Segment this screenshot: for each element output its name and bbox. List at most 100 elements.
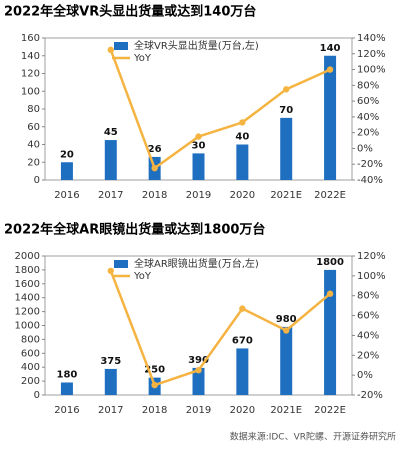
y2-tick-label: 140% (357, 33, 386, 44)
y-tick-label: 0 (34, 175, 40, 186)
bar (280, 117, 293, 180)
x-tick-label: 2018 (142, 405, 167, 416)
y2-tick-label: 120% (357, 251, 386, 262)
y-tick-label: 1400 (15, 293, 40, 304)
legend-label: YoY (133, 53, 152, 64)
x-tick-label: 2022E (314, 190, 346, 201)
value-label: 30 (192, 140, 206, 151)
value-label: 1800 (316, 257, 344, 268)
y2-tick-label: 20% (357, 128, 379, 139)
y2-tick-label: 80% (357, 80, 379, 91)
yoy-line (109, 270, 331, 387)
bar (324, 55, 337, 180)
bar (60, 382, 73, 395)
yoy-point (283, 327, 290, 334)
value-label: 20 (60, 149, 74, 160)
yoy-point (326, 66, 334, 73)
bar (60, 162, 73, 180)
y2-tick-label: -40% (357, 175, 383, 186)
y-tick-label: 80 (27, 104, 40, 115)
value-label: 375 (100, 356, 121, 367)
value-label: 140 (320, 43, 341, 54)
y-tick-label: 140 (21, 51, 40, 62)
x-tick-label: 2019 (186, 190, 211, 201)
yoy-point (239, 119, 246, 126)
x-tick-label: 2020 (230, 190, 255, 201)
legend-swatch (114, 260, 128, 268)
bar (104, 140, 117, 180)
y-tick-label: 160 (21, 33, 40, 44)
value-label: 40 (235, 132, 249, 143)
yoy-point (151, 381, 158, 389)
y-tick-label: 120 (21, 69, 40, 80)
yoy-point (239, 305, 246, 312)
y2-tick-label: -20% (357, 159, 383, 170)
x-tick-label: 2019 (186, 405, 211, 416)
legend-label: 全球VR头显出货量(万台,左) (134, 39, 259, 52)
x-tick-label: 2020 (230, 405, 255, 416)
y-tick-label: 1800 (15, 265, 40, 276)
x-tick-label: 2018 (142, 190, 167, 201)
y2-tick-label: 120% (357, 49, 386, 60)
value-label: 70 (279, 105, 293, 116)
y2-tick-label: 100% (357, 271, 386, 282)
y2-tick-label: 100% (357, 65, 386, 76)
y-tick-label: 0 (34, 390, 40, 401)
y-tick-label: 1600 (15, 279, 40, 290)
y-tick-label: 600 (21, 348, 40, 359)
y2-tick-label: 60% (357, 311, 379, 322)
bar (236, 144, 249, 180)
x-tick-label: 2021E (270, 405, 302, 416)
y2-tick-label: 40% (357, 330, 379, 341)
value-label: 390 (188, 355, 209, 366)
yoy-point (151, 164, 158, 172)
y2-tick-label: 0% (357, 143, 373, 154)
yoy-line (109, 49, 331, 171)
bar (192, 153, 205, 180)
y-tick-label: 200 (21, 376, 40, 387)
y2-tick-label: 40% (357, 112, 379, 123)
y-tick-label: 1000 (15, 321, 40, 332)
y-tick-label: 400 (21, 362, 40, 373)
value-label: 670 (232, 335, 253, 346)
y-tick-label: 20 (27, 157, 40, 168)
x-tick-label: 2016 (54, 190, 79, 201)
y-tick-label: 40 (27, 140, 40, 151)
y2-tick-label: 20% (357, 350, 379, 361)
y-tick-label: 2000 (15, 251, 40, 262)
y2-tick-label: 80% (357, 291, 379, 302)
value-label: 26 (148, 144, 162, 155)
y2-tick-label: -20% (357, 390, 383, 401)
x-tick-label: 2016 (54, 405, 79, 416)
chart-title: 2022年全球AR眼镜出货量或达到1800万台 (4, 222, 265, 238)
source-note: 数据来源:IDC、VR陀螺、开源证券研究所 (230, 431, 396, 443)
y-tick-label: 1200 (15, 307, 40, 318)
y-tick-label: 100 (21, 86, 40, 97)
bar (104, 368, 117, 395)
y2-tick-label: 60% (357, 96, 379, 107)
y-tick-label: 800 (21, 334, 40, 345)
legend-label: YoY (133, 271, 152, 282)
value-label: 250 (144, 365, 165, 376)
yoy-point (107, 46, 114, 54)
yoy-point (107, 267, 114, 275)
yoy-point (195, 133, 202, 140)
bar (236, 348, 249, 395)
bar (324, 269, 337, 395)
value-label: 180 (56, 369, 77, 380)
y-tick-label: 60 (27, 122, 40, 133)
yoy-point (283, 86, 290, 93)
x-tick-label: 2017 (98, 405, 123, 416)
y2-tick-label: 0% (357, 370, 373, 381)
value-label: 980 (276, 314, 297, 325)
yoy-point (326, 290, 334, 297)
legend-label: 全球AR眼镜出货量(万台,左) (134, 257, 259, 270)
chart-title: 2022年全球VR头显出货量或达到140万台 (4, 4, 256, 20)
value-label: 45 (104, 127, 118, 138)
bar (280, 326, 293, 395)
x-tick-label: 2022E (314, 405, 346, 416)
x-tick-label: 2017 (98, 190, 123, 201)
legend-swatch (114, 42, 128, 50)
x-tick-label: 2021E (270, 190, 302, 201)
